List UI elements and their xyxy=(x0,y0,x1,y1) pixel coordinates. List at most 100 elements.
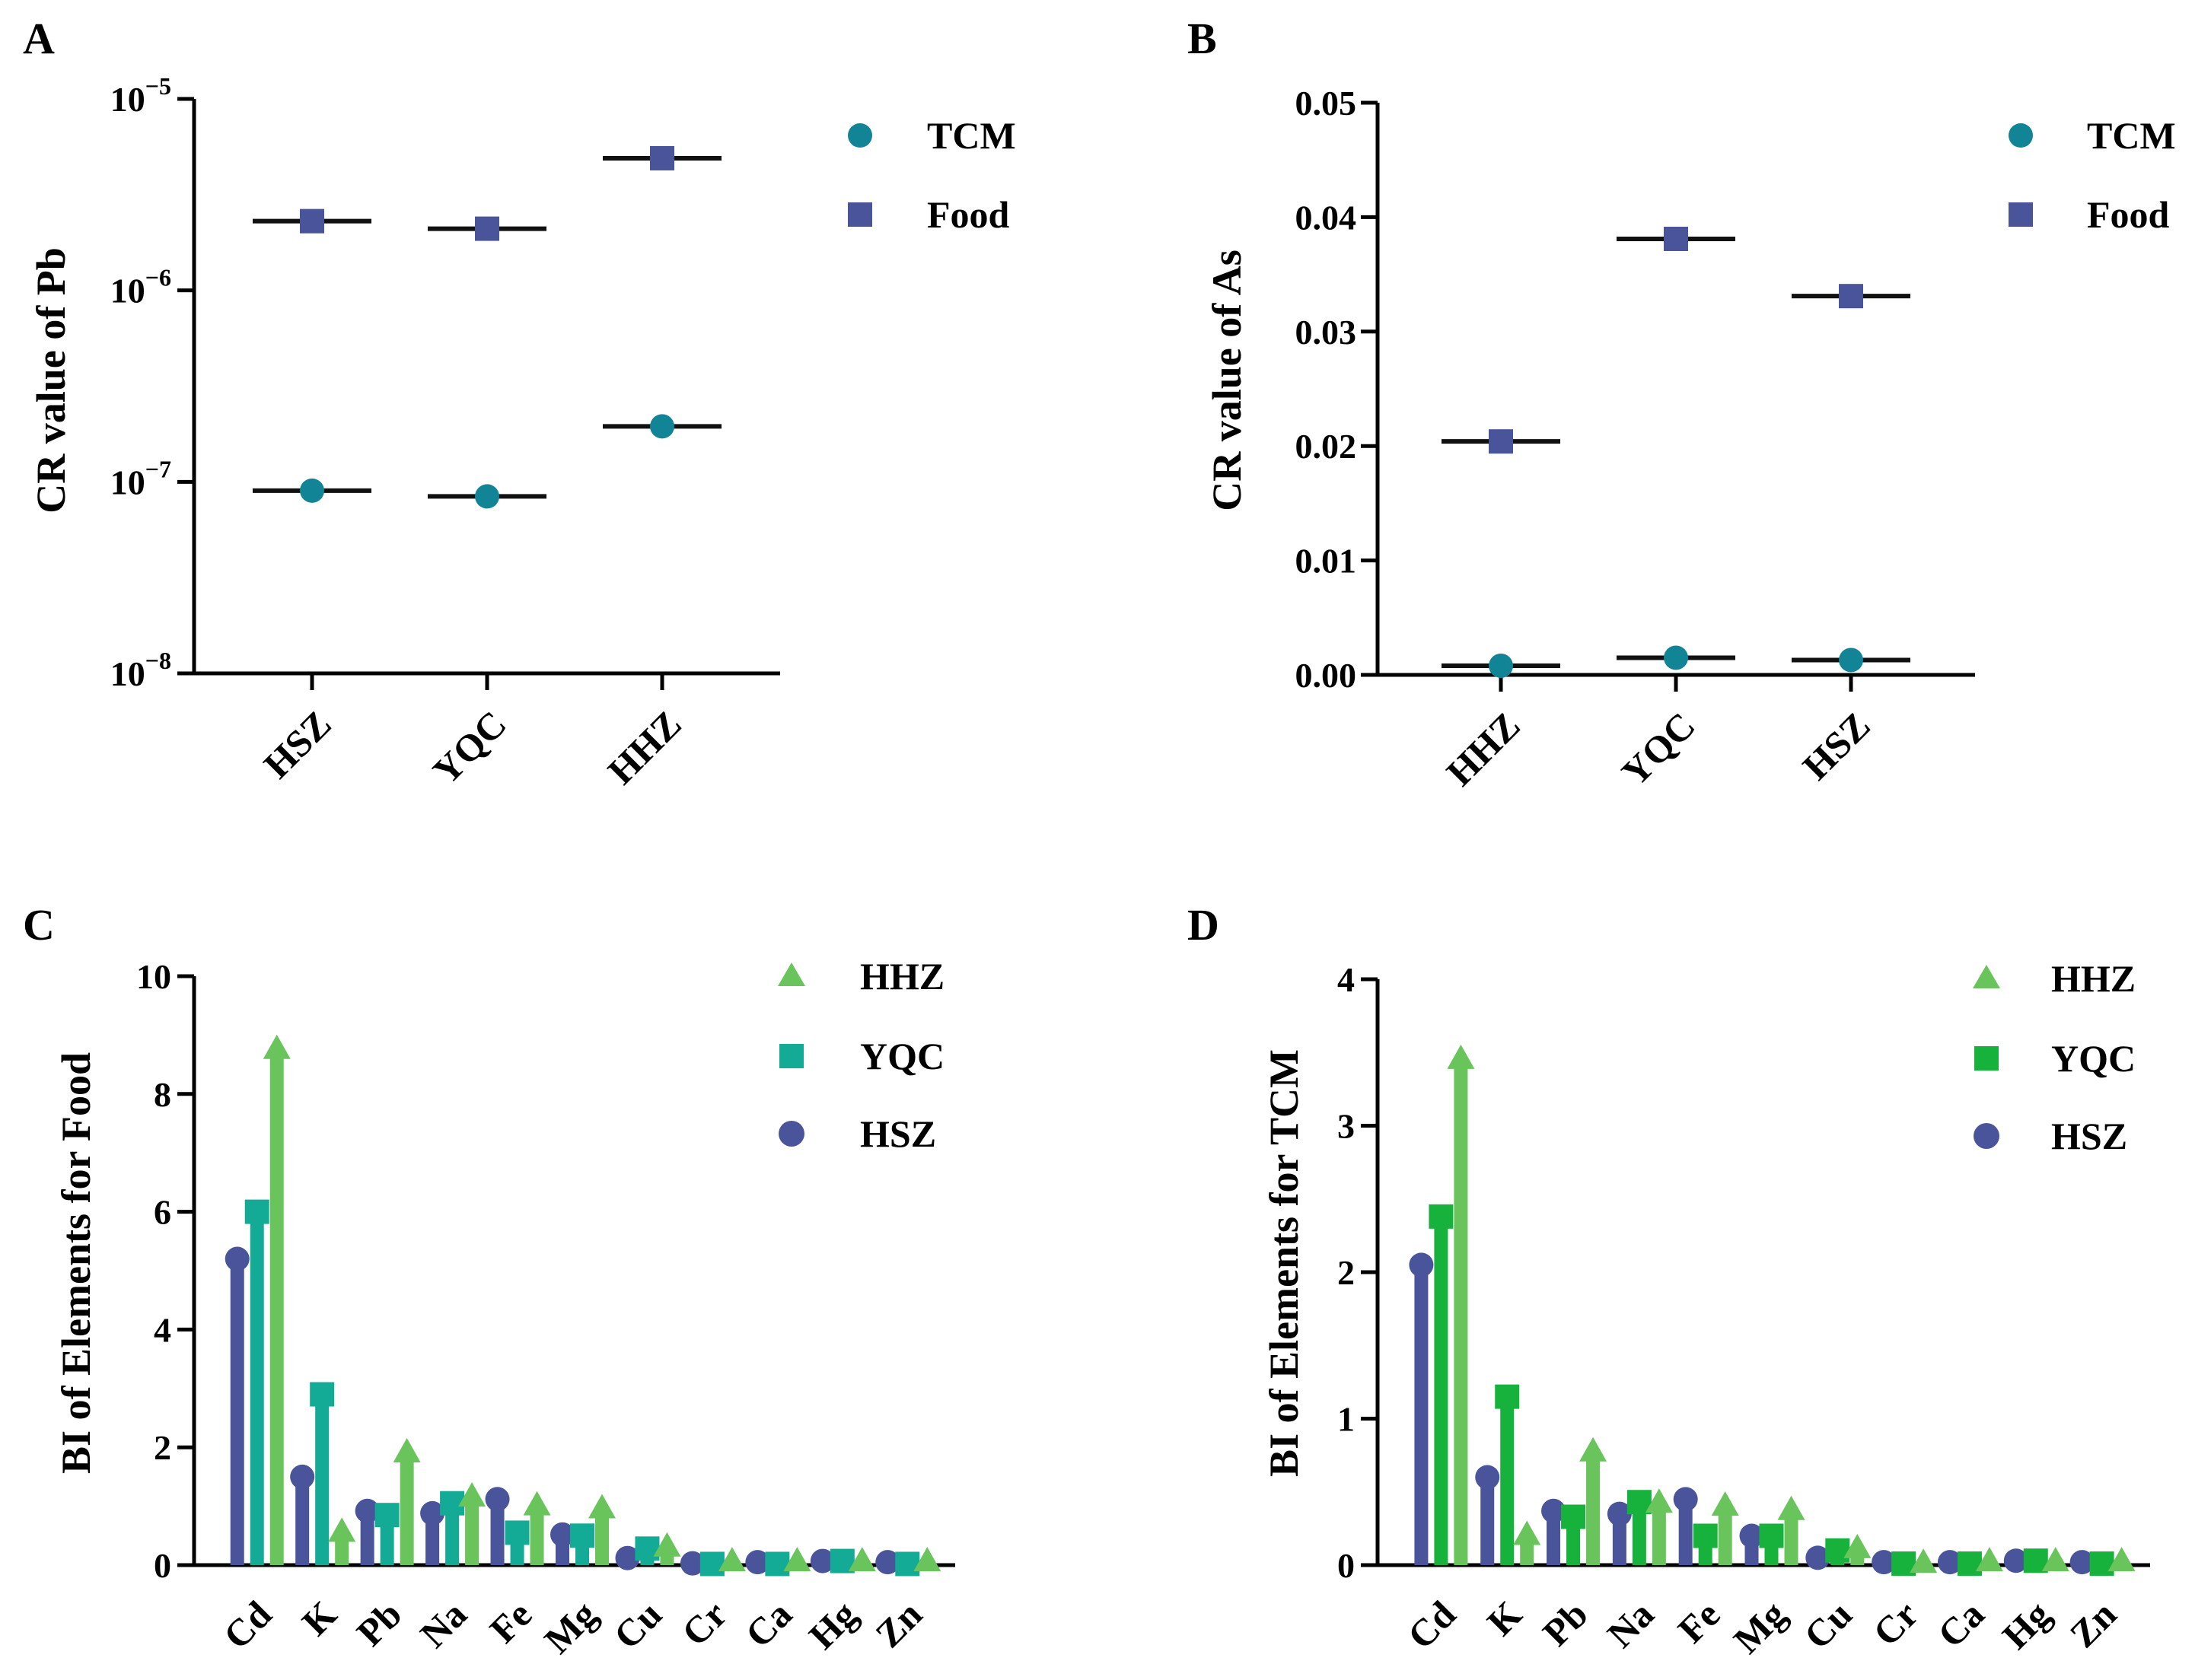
legend-c-hhz-marker xyxy=(778,963,805,986)
stem-d-hhz-mg xyxy=(1784,1510,1798,1565)
legend-a-tcm-label: TCM xyxy=(927,114,1016,157)
marker-c-yqc-k xyxy=(310,1382,335,1407)
x-tick-label-d-fe: Fe xyxy=(1670,1592,1728,1651)
marker-c-hsz-cd xyxy=(225,1246,250,1271)
stem-d-yqc-na xyxy=(1632,1502,1646,1565)
marker-d-hhz-cd xyxy=(1447,1044,1475,1069)
x-tick-label-a-yqc: YQC xyxy=(425,702,515,792)
marker-d-yqc-cu xyxy=(1825,1538,1850,1563)
x-tick-label-c-zn: Zn xyxy=(867,1592,930,1656)
marker-d-hhz-fe xyxy=(1711,1491,1739,1516)
marker-d-yqc-cd xyxy=(1429,1204,1454,1229)
stem-d-hsz-k xyxy=(1480,1477,1495,1565)
x-tick-label-b-hsz: HSZ xyxy=(1794,704,1878,788)
stem-c-yqc-pb xyxy=(380,1515,394,1565)
marker-c-hhz-cr xyxy=(718,1547,746,1572)
y-tick-label-d-3: 3 xyxy=(1337,1107,1355,1146)
y-tick-label-b-3: 0.03 xyxy=(1295,313,1357,352)
marker-c-yqc-cu xyxy=(635,1536,660,1561)
y-axis-title-c: BI of Elements for Food xyxy=(53,1052,99,1474)
stem-d-hhz-fe xyxy=(1718,1507,1732,1565)
legend-b: TCM Food xyxy=(2009,114,2176,236)
x-tick-label-b-yqc: YQC xyxy=(1614,704,1703,794)
x-tick-label-c-k: K xyxy=(294,1592,345,1643)
legend-d-yqc-marker xyxy=(1974,1046,1999,1071)
stem-c-hsz-pb xyxy=(360,1510,374,1565)
y-tick-label-d-0: 0 xyxy=(1337,1546,1355,1585)
legend-b-tcm-label: TCM xyxy=(2087,114,2176,157)
x-tick-label-c-cr: Cr xyxy=(674,1592,735,1654)
marker-d-hhz-zn xyxy=(2107,1547,2136,1572)
marker-c-yqc-pb xyxy=(374,1503,400,1528)
stem-d-hsz-pb xyxy=(1547,1510,1561,1565)
x-tick-label-c-cd: Cd xyxy=(215,1592,280,1657)
stem-d-yqc-k xyxy=(1500,1396,1515,1565)
marker-c-hsz-na xyxy=(420,1500,445,1526)
point-b-tcm-hhz xyxy=(1489,653,1513,678)
y-tick-label-d-4: 4 xyxy=(1337,960,1355,999)
stem-c-hhz-fe xyxy=(530,1506,544,1565)
marker-d-hhz-cu xyxy=(1843,1533,1872,1558)
y-tick-label-b-0: 0.00 xyxy=(1295,656,1357,695)
x-tick-label-d-cd: Cd xyxy=(1399,1592,1464,1657)
stem-c-hsz-na xyxy=(425,1513,440,1565)
point-b-food-hsz xyxy=(1839,284,1863,309)
panel-letter-b: B xyxy=(1187,14,1217,63)
x-tick-label-c-na: Na xyxy=(412,1592,475,1656)
point-a-tcm-hhz xyxy=(650,414,674,439)
stem-c-hhz-na xyxy=(465,1497,479,1565)
legend-c-hhz-label: HHZ xyxy=(860,955,945,998)
marker-c-hhz-mg xyxy=(588,1494,616,1519)
x-tick-label-c-fe: Fe xyxy=(481,1592,540,1651)
y-tick-label-a-3: 10−5 xyxy=(110,72,171,119)
x-tick-label-c-mg: Mg xyxy=(536,1592,605,1662)
marker-d-hsz-cr xyxy=(1872,1550,1897,1575)
legend-d: HHZ YQC HSZ xyxy=(1973,957,2136,1157)
marker-c-hhz-ca xyxy=(783,1547,811,1572)
legend-b-food-marker xyxy=(2009,202,2033,227)
marker-d-yqc-mg xyxy=(1759,1523,1784,1548)
marker-d-yqc-zn xyxy=(2089,1551,2114,1577)
marker-c-hhz-na xyxy=(458,1481,486,1507)
y-tick-label-c-3: 6 xyxy=(154,1193,171,1232)
x-tick-label-d-cr: Cr xyxy=(1865,1592,1926,1654)
x-tick-label-c-hg: Hg xyxy=(801,1592,865,1657)
x-tick-label-d-hg: Hg xyxy=(1994,1592,2059,1657)
y-tick-label-a-2: 10−6 xyxy=(110,264,171,310)
marker-d-hsz-pb xyxy=(1541,1498,1566,1523)
marker-d-hhz-hg xyxy=(2041,1547,2069,1572)
x-tick-label-a-hsz: HSZ xyxy=(255,702,339,786)
marker-d-hhz-na xyxy=(1645,1488,1673,1513)
marker-c-hhz-pb xyxy=(393,1437,421,1462)
point-b-food-yqc xyxy=(1664,226,1688,251)
marker-d-yqc-pb xyxy=(1561,1504,1586,1529)
marker-d-hsz-na xyxy=(1607,1501,1632,1526)
stem-c-yqc-na xyxy=(445,1503,460,1565)
y-tick-label-b-4: 0.04 xyxy=(1295,198,1357,237)
stem-d-hhz-pb xyxy=(1586,1452,1601,1565)
y-tick-label-c-5: 10 xyxy=(136,957,171,996)
legend-c: HHZ YQC HSZ xyxy=(778,955,945,1155)
marker-c-hsz-pb xyxy=(355,1498,380,1523)
stem-c-yqc-k xyxy=(315,1394,330,1565)
panel-letter-c: C xyxy=(23,900,55,950)
stem-d-hhz-na xyxy=(1652,1503,1666,1565)
marker-c-hsz-hg xyxy=(810,1548,835,1573)
marker-d-hsz-cd xyxy=(1409,1252,1434,1278)
point-a-food-hsz xyxy=(300,208,324,234)
marker-d-yqc-k xyxy=(1495,1384,1520,1409)
x-tick-label-d-ca: Ca xyxy=(1929,1592,1993,1656)
marker-c-hhz-cu xyxy=(653,1532,681,1557)
x-tick-label-b-hhz: HHZ xyxy=(1438,704,1528,794)
legend-c-hsz-label: HSZ xyxy=(860,1112,936,1155)
legend-d-hsz-label: HSZ xyxy=(2051,1115,2127,1157)
x-tick-label-d-zn: Zn xyxy=(2062,1592,2125,1656)
marker-d-hsz-mg xyxy=(1739,1523,1764,1548)
point-a-tcm-yqc xyxy=(475,484,499,509)
marker-d-hhz-cr xyxy=(1910,1548,1938,1573)
point-b-tcm-hsz xyxy=(1839,648,1863,673)
y-tick-label-c-2: 4 xyxy=(154,1310,171,1349)
point-a-tcm-hsz xyxy=(300,478,324,503)
